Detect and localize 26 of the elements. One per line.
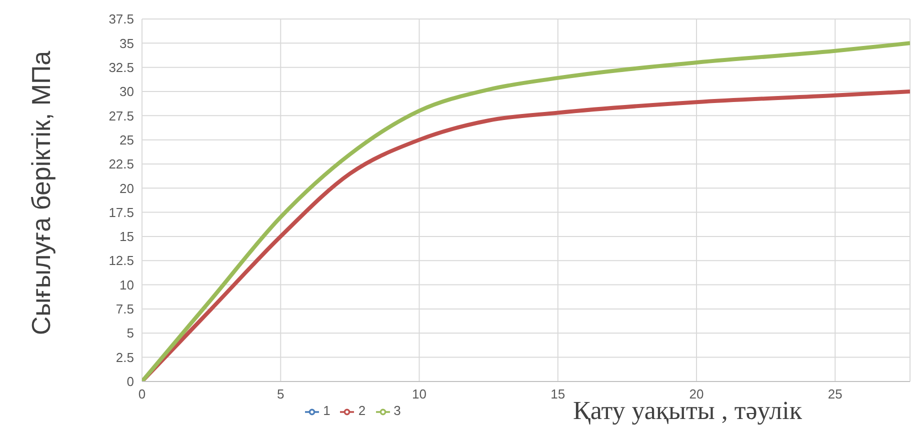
x-tick-label: 20	[689, 386, 704, 402]
y-tick-label: 22.5	[108, 156, 134, 172]
y-tick-label: 30	[120, 84, 134, 100]
x-tick-label: 15	[550, 386, 566, 402]
y-tick-label: 10	[120, 277, 134, 292]
y-tick-label: 12.5	[108, 253, 134, 268]
y-tick-label: 20	[120, 180, 134, 196]
y-tick-label: 15	[120, 229, 134, 244]
y-tick-label: 17.5	[108, 204, 134, 220]
x-tick-label: 25	[828, 386, 842, 402]
y-tick-label: 35	[120, 36, 134, 51]
x-tick-label: 5	[277, 386, 284, 402]
x-tick-label: 0	[138, 386, 146, 402]
legend-label: 3	[394, 403, 401, 418]
y-tick-label: 2.5	[116, 350, 134, 365]
legend-label: 1	[323, 403, 330, 418]
y-tick-label: 0	[126, 374, 134, 390]
legend-label: 2	[358, 403, 366, 418]
y-tick-label: 37.5	[108, 12, 134, 27]
y-tick-label: 5	[126, 326, 134, 341]
y-tick-label: 7.5	[116, 302, 134, 317]
y-tick-label: 25	[120, 132, 134, 148]
x-tick-label: 10	[412, 386, 426, 402]
y-tick-label: 32.5	[108, 60, 134, 75]
y-tick-label: 27.5	[108, 108, 134, 124]
y-axis-title: Сығылуға беріктік, МПа	[26, 50, 56, 338]
